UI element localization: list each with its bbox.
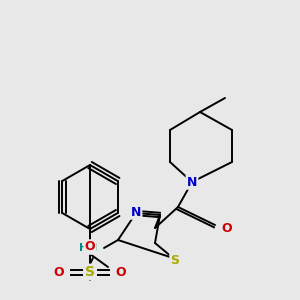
Text: HN: HN (79, 243, 97, 253)
Text: N: N (131, 206, 141, 218)
Text: O: O (85, 241, 95, 254)
Text: O: O (116, 266, 126, 278)
Text: N: N (187, 176, 197, 188)
Text: S: S (170, 254, 179, 266)
Text: O: O (54, 266, 64, 278)
Text: O: O (222, 221, 232, 235)
Text: S: S (85, 265, 95, 279)
